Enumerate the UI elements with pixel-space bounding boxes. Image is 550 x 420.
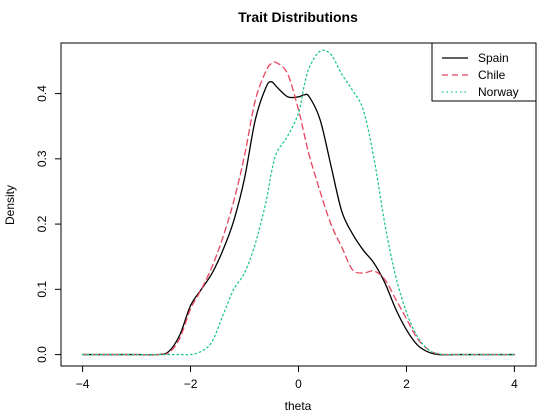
y-axis-label: Density: [3, 185, 17, 225]
y-axis: 0.0 0.1 0.2 0.3 0.4: [35, 85, 62, 363]
series-line-spain: [81, 81, 516, 356]
y-tick-label: 0.0: [35, 346, 49, 363]
y-tick-label: 0.4: [35, 85, 49, 102]
series-line-norway: [81, 49, 516, 356]
series-line-chile: [81, 61, 516, 356]
y-tick-label: 0.1: [35, 281, 49, 298]
legend-box: [431, 42, 537, 102]
x-axis: −4 −2 0 2 4: [76, 365, 518, 391]
x-tick-label: 0: [295, 377, 302, 391]
legend-label-norway: Norway: [478, 85, 519, 99]
x-axis-label: theta: [285, 399, 312, 413]
x-tick-label: −4: [76, 377, 90, 391]
x-tick-label: 4: [511, 377, 518, 391]
y-tick-label: 0.2: [35, 215, 49, 232]
y-tick-label: 0.3: [35, 150, 49, 167]
x-tick-label: −2: [184, 377, 198, 391]
series-layer: [81, 49, 516, 356]
legend-label-chile: Chile: [478, 68, 506, 82]
chart-title: Trait Distributions: [238, 9, 358, 25]
x-tick-label: 2: [403, 377, 410, 391]
legend: Spain Chile Norway: [431, 42, 537, 102]
legend-label-spain: Spain: [478, 51, 509, 65]
